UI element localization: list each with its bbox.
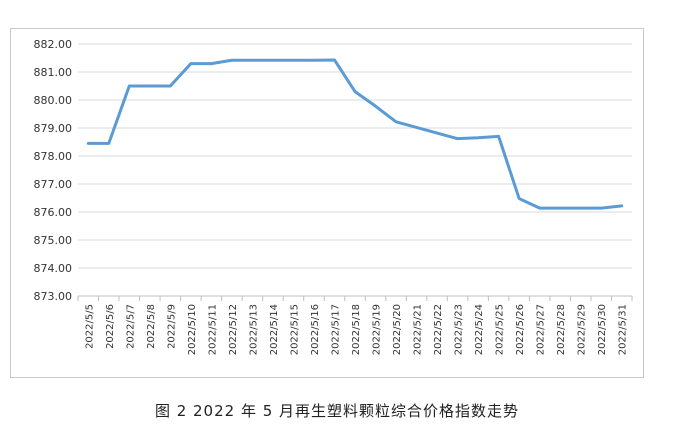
- data-point: [476, 136, 480, 139]
- data-point: [148, 84, 152, 88]
- line-chart: 873.00 874.00 875.00 876.00 877.00 878.00 879.…: [34, 38, 633, 355]
- y-tick-label: 878.00: [34, 150, 73, 163]
- x-tick-label: 2022/5/7: [125, 304, 136, 349]
- x-tick-label: 2022/5/13: [248, 304, 259, 355]
- x-tick-label: 2022/5/8: [146, 304, 157, 349]
- data-point: [558, 206, 562, 210]
- data-point: [456, 137, 459, 140]
- x-tick-label: 2022/5/15: [289, 304, 300, 355]
- data-point: [189, 62, 193, 65]
- data-point: [538, 206, 541, 210]
- x-tick-label: 2022/5/10: [187, 304, 198, 355]
- x-tick-label: 2022/5/11: [207, 304, 218, 355]
- data-point: [312, 59, 316, 62]
- data-point: [292, 59, 295, 62]
- data-point: [353, 90, 357, 93]
- x-tick-label: 2022/5/22: [433, 304, 444, 355]
- data-point: [107, 142, 110, 145]
- y-tick-label: 881.00: [34, 66, 73, 79]
- x-tick-label: 2022/5/29: [577, 304, 588, 355]
- data-point: [497, 135, 500, 138]
- x-tick-label: 2022/5/24: [474, 304, 485, 355]
- y-tick-label: 877.00: [34, 178, 73, 191]
- series-line: [86, 58, 624, 210]
- data-point: [251, 59, 254, 62]
- data-point: [517, 197, 521, 200]
- x-tick-label: 2022/5/9: [166, 304, 177, 349]
- y-tick-label: 882.00: [34, 38, 73, 51]
- x-tick-label: 2022/5/12: [228, 304, 239, 355]
- data-point: [374, 104, 377, 108]
- y-tick-label: 875.00: [34, 234, 73, 247]
- x-tick-label: 2022/5/14: [269, 304, 280, 355]
- data-point: [128, 84, 131, 88]
- x-tick-label: 2022/5/5: [84, 304, 95, 349]
- data-point: [87, 142, 90, 145]
- y-tick-label: 880.00: [34, 94, 73, 107]
- y-tick-label: 874.00: [34, 262, 73, 275]
- y-tick-label: 879.00: [34, 122, 73, 135]
- data-point: [394, 120, 398, 124]
- data-point: [210, 62, 213, 65]
- chart-frame: 873.00 874.00 875.00 876.00 877.00 878.00 879.…: [10, 28, 644, 378]
- x-tick-label: 2022/5/16: [310, 304, 321, 355]
- data-point: [579, 206, 582, 210]
- y-tick-label: 876.00: [34, 206, 73, 219]
- x-tick-label: 2022/5/23: [454, 304, 465, 355]
- y-tick-label: 873.00: [34, 290, 73, 303]
- data-point: [333, 58, 336, 62]
- x-tick-label: 2022/5/17: [330, 304, 341, 355]
- x-tick-label: 2022/5/19: [372, 304, 383, 355]
- x-tick-label: 2022/5/20: [392, 304, 403, 355]
- x-tick-label: 2022/5/27: [536, 304, 547, 355]
- data-point: [435, 131, 439, 135]
- data-point: [271, 59, 275, 62]
- data-point: [230, 59, 234, 62]
- x-tick-label: 2022/5/21: [413, 304, 424, 355]
- x-tick-label: 2022/5/30: [597, 304, 608, 355]
- x-tick-label: 2022/5/26: [515, 304, 526, 355]
- x-tick-label: 2022/5/6: [105, 304, 116, 349]
- data-point: [169, 84, 172, 88]
- data-point: [620, 204, 623, 208]
- x-tick-label: 2022/5/18: [351, 304, 362, 355]
- figure-caption: 图 2 2022 年 5 月再生塑料颗粒综合价格指数走势: [154, 402, 520, 420]
- x-tick-label: 2022/5/28: [556, 304, 567, 355]
- data-point: [415, 126, 418, 129]
- data-point: [600, 206, 603, 210]
- x-tick-label: 2022/5/25: [495, 304, 506, 355]
- x-tick-label: 2022/5/31: [618, 304, 629, 355]
